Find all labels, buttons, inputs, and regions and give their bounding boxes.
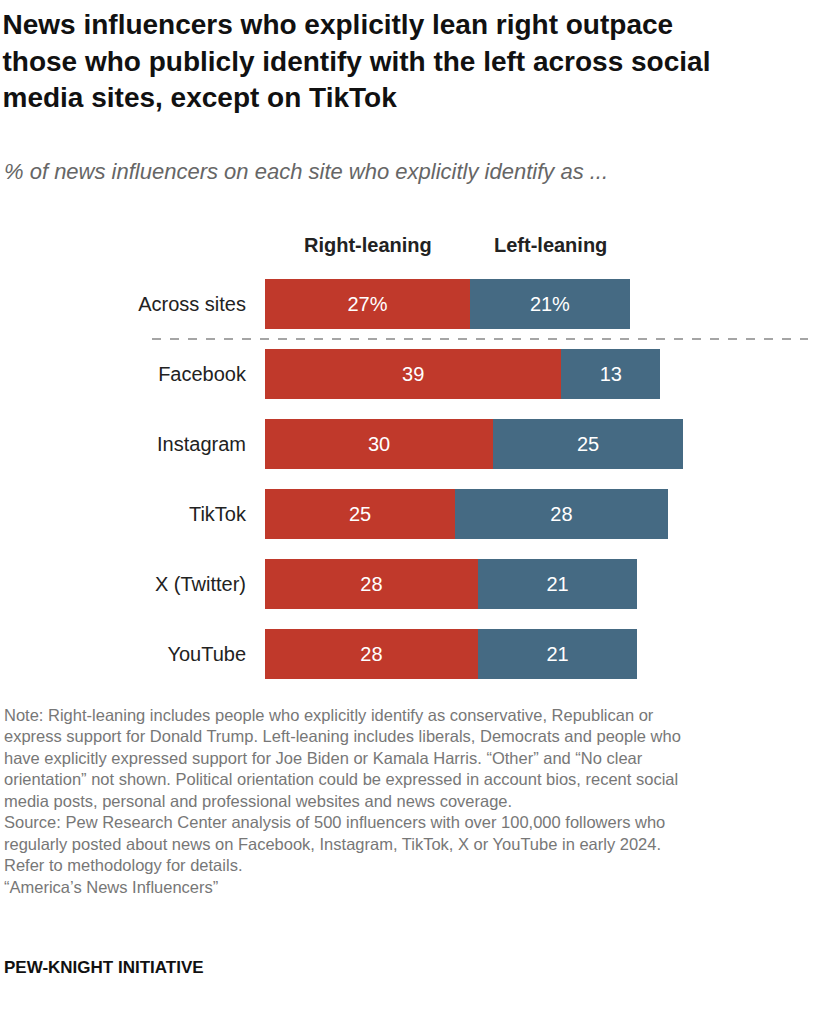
svg-text:28: 28 xyxy=(550,503,572,525)
svg-text:27%: 27% xyxy=(347,293,387,315)
svg-text:News influencers who explicitl: News influencers who explicitly lean rig… xyxy=(3,9,711,113)
svg-text:Note: Right-leaning includes p: Note: Right-leaning includes people who … xyxy=(4,706,681,896)
svg-text:YouTube: YouTube xyxy=(167,643,246,665)
svg-text:13: 13 xyxy=(600,363,622,385)
svg-text:21%: 21% xyxy=(530,293,570,315)
svg-text:TikTok: TikTok xyxy=(189,503,247,525)
svg-text:Right-leaning: Right-leaning xyxy=(304,234,432,256)
svg-text:Across sites: Across sites xyxy=(138,293,246,315)
svg-text:21: 21 xyxy=(546,643,568,665)
svg-text:28: 28 xyxy=(360,573,382,595)
svg-text:Left-leaning: Left-leaning xyxy=(494,234,607,256)
svg-text:X (Twitter): X (Twitter) xyxy=(155,573,246,595)
svg-text:PEW-KNIGHT INITIATIVE: PEW-KNIGHT INITIATIVE xyxy=(4,958,204,977)
svg-text:39: 39 xyxy=(402,363,424,385)
svg-text:25: 25 xyxy=(349,503,371,525)
svg-text:30: 30 xyxy=(368,433,390,455)
svg-text:Instagram: Instagram xyxy=(157,433,246,455)
svg-text:Facebook: Facebook xyxy=(158,363,247,385)
svg-text:% of news influencers on each: % of news influencers on each site who e… xyxy=(4,159,608,184)
svg-text:21: 21 xyxy=(546,573,568,595)
svg-text:25: 25 xyxy=(577,433,599,455)
svg-text:28: 28 xyxy=(360,643,382,665)
